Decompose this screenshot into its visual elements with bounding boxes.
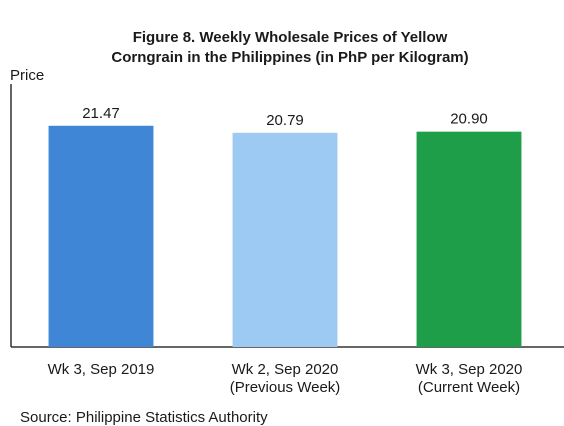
x-tick-label: Wk 3, Sep 2019 bbox=[48, 361, 155, 378]
x-tick-label: Wk 2, Sep 2020 bbox=[232, 361, 339, 378]
y-axis-label: Price bbox=[10, 67, 44, 84]
x-tick-label: Wk 3, Sep 2020 bbox=[416, 361, 523, 378]
chart-title: Corngrain in the Philippines (in PhP per… bbox=[111, 49, 468, 66]
data-label: 20.79 bbox=[266, 112, 304, 129]
x-tick-label: (Previous Week) bbox=[230, 379, 341, 396]
bar bbox=[416, 131, 522, 347]
data-label: 21.47 bbox=[82, 105, 120, 122]
bar bbox=[48, 125, 154, 347]
chart-title: Figure 8. Weekly Wholesale Prices of Yel… bbox=[133, 29, 448, 46]
source: Source: Philippine Statistics Authority bbox=[20, 409, 268, 426]
x-tick-label: (Current Week) bbox=[418, 379, 520, 396]
data-label: 20.90 bbox=[450, 111, 488, 128]
bar bbox=[232, 132, 338, 347]
